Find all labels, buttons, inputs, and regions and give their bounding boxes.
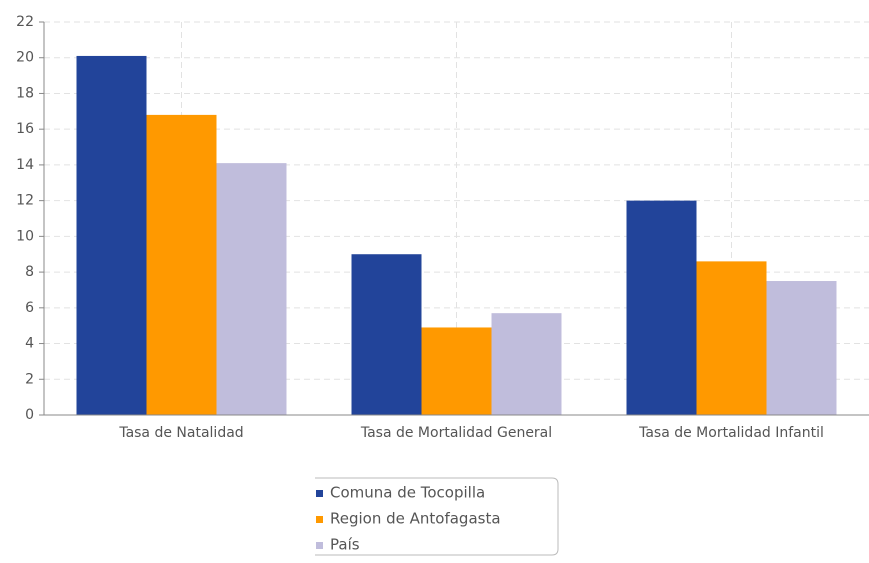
y-tick-label: 18 [16,85,34,101]
y-tick-label: 14 [16,157,34,173]
x-tick-label: Tasa de Mortalidad General [360,425,552,441]
legend-swatch [316,516,323,523]
y-tick-label: 22 [16,14,34,30]
y-tick-label: 6 [25,300,34,316]
legend-label: País [330,536,360,554]
y-tick-label: 2 [25,371,34,387]
y-tick-label: 4 [25,336,34,352]
legend-swatch [316,542,323,549]
legend-box [315,477,559,556]
legend-label: Comuna de Tocopilla [330,484,485,502]
bar [351,254,422,415]
legend-label: Region de Antofagasta [330,510,501,528]
y-tick-label: 8 [25,264,34,280]
legend-swatch [316,490,323,497]
y-tick-label: 0 [25,407,34,423]
x-tick-label: Tasa de Mortalidad Infantil [638,425,824,441]
bar [216,163,287,415]
bar [491,313,562,415]
x-tick-label: Tasa de Natalidad [118,425,243,441]
bar [766,281,837,415]
y-tick-label: 20 [16,50,34,66]
bar [421,327,492,415]
y-tick-label: 16 [16,121,34,137]
bar [146,114,217,416]
bar [76,55,147,415]
y-tick-label: 10 [16,228,34,244]
bar [696,261,767,415]
y-tick-label: 12 [16,193,34,209]
bar [626,200,697,415]
